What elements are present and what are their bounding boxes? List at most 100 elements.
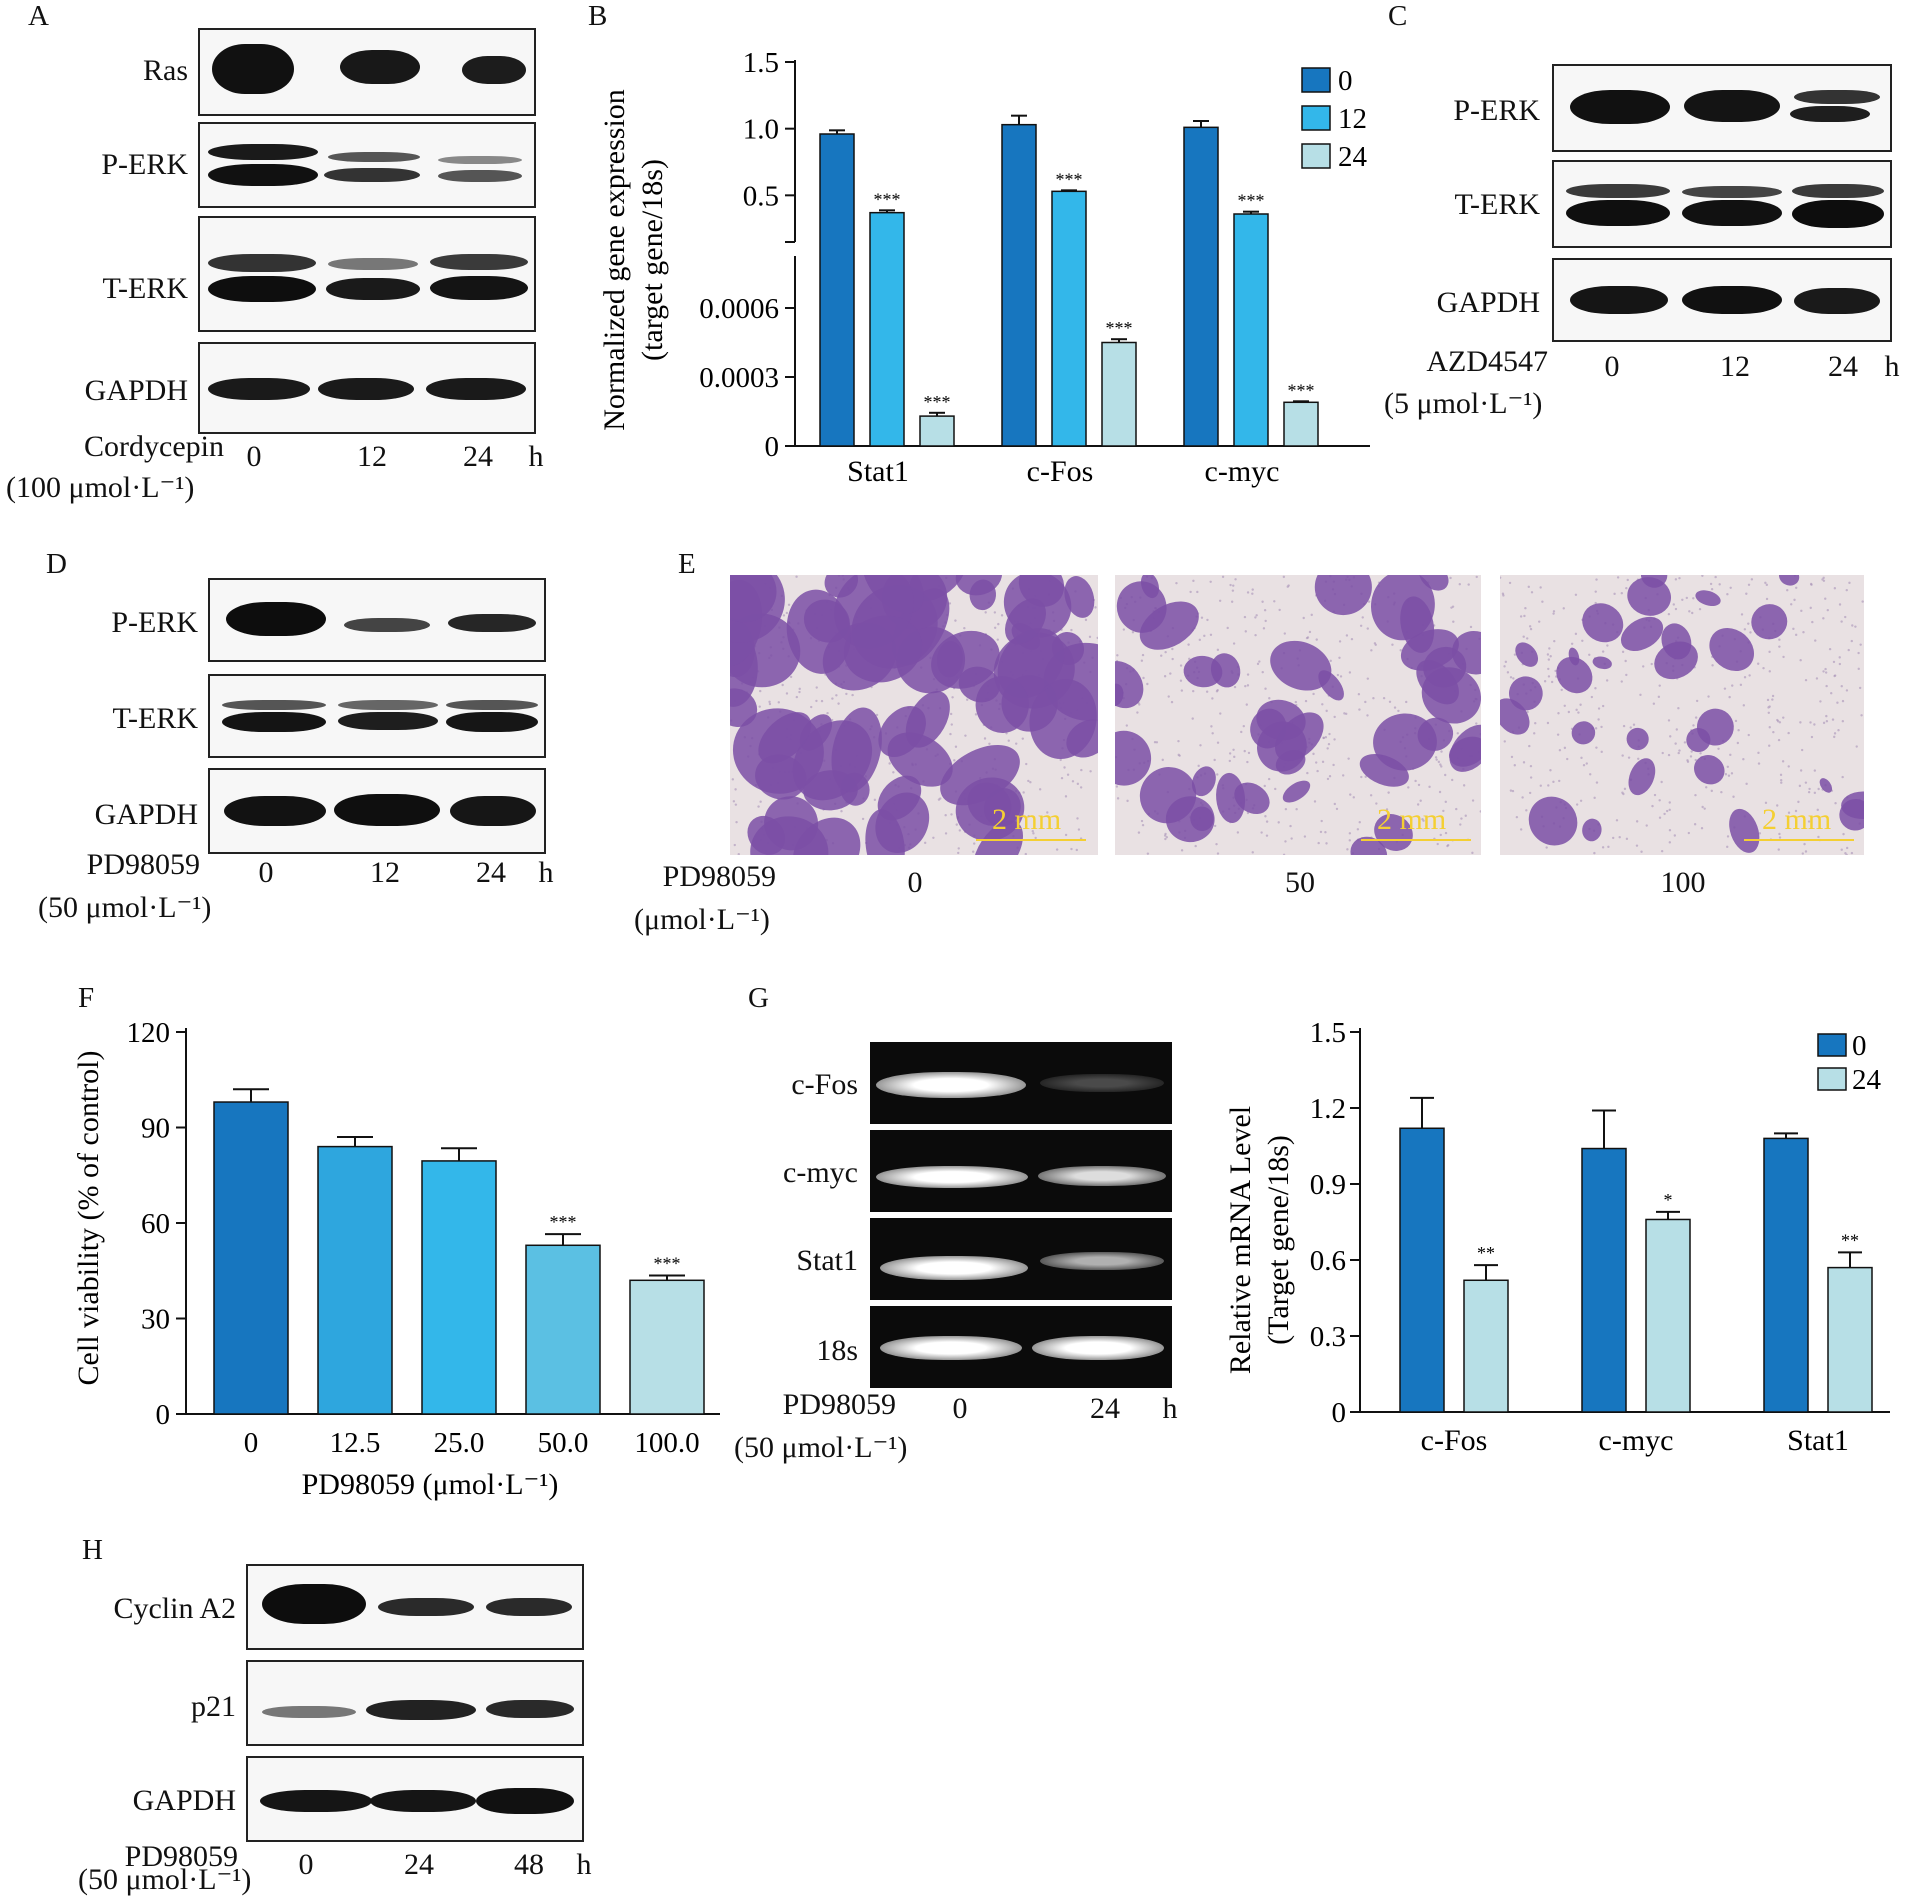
pore-dot <box>1727 774 1731 777</box>
pore-dot <box>1521 796 1524 799</box>
pore-dot <box>1399 649 1402 652</box>
pore-dot <box>1764 801 1768 805</box>
pore-dot <box>1781 760 1785 763</box>
pore-dot <box>1216 852 1220 855</box>
cell-cluster <box>1709 627 1755 672</box>
pore-dot <box>1153 740 1157 744</box>
blot-p21 <box>246 1660 584 1746</box>
pore-dot <box>1782 655 1785 659</box>
pore-dot <box>1369 794 1373 797</box>
pore-dot <box>1824 671 1828 674</box>
pore-dot <box>1475 722 1478 725</box>
pore-dot <box>1677 751 1680 755</box>
pore-dot <box>831 697 834 700</box>
pore-dot <box>1510 755 1514 759</box>
pore-dot <box>1232 748 1235 751</box>
pore-dot <box>1600 750 1603 754</box>
pore-dot <box>734 803 738 806</box>
pore-dot <box>1621 650 1625 654</box>
pore-dot <box>1549 769 1552 772</box>
gel-lane-c-fos <box>870 1042 1172 1124</box>
pore-dot <box>1595 746 1598 749</box>
pore-dot <box>1312 752 1315 756</box>
cell-cluster <box>1819 778 1833 793</box>
pore-dot <box>1747 733 1750 737</box>
pore-dot <box>1739 683 1743 687</box>
pore-dot <box>785 692 789 695</box>
cell-cluster <box>1627 577 1672 616</box>
pore-dot <box>1332 763 1335 767</box>
pore-dot <box>1667 612 1671 616</box>
pore-dot <box>1861 600 1864 603</box>
time-label: 0 <box>258 856 274 889</box>
pore-dot <box>1393 706 1397 709</box>
pore-dot <box>1322 736 1325 740</box>
gel-label-c-fos: c-Fos <box>791 1068 858 1101</box>
bar <box>525 1244 601 1415</box>
pore-dot <box>1750 578 1754 581</box>
cell-cluster <box>1270 640 1332 691</box>
pore-dot <box>1803 842 1806 846</box>
pore-dot <box>810 705 813 709</box>
cell-cluster <box>1571 721 1596 745</box>
pore-dot <box>1084 618 1088 622</box>
legend-label: 24 <box>1338 141 1368 173</box>
pore-dot <box>1728 695 1731 699</box>
pore-dot <box>955 823 958 826</box>
pore-dot <box>973 842 976 845</box>
pore-dot <box>997 622 1000 626</box>
pore-dot <box>1718 583 1721 586</box>
pore-dot <box>1243 749 1246 753</box>
dose-label: (50 μmol·L⁻¹) <box>78 1863 252 1896</box>
pore-dot <box>1338 640 1342 643</box>
pore-dot <box>1601 704 1605 708</box>
pore-dot <box>1813 791 1817 795</box>
pore-dot <box>1693 823 1697 826</box>
pore-dot <box>1594 687 1597 690</box>
micrograph-100: 2 mm <box>1500 575 1864 855</box>
pore-dot <box>787 603 791 607</box>
pore-dot <box>1778 638 1781 641</box>
pore-dot <box>1673 834 1677 837</box>
pore-dot <box>781 683 784 687</box>
pore-dot <box>1808 787 1811 791</box>
pore-dot <box>1529 776 1533 779</box>
pore-dot <box>1622 792 1625 796</box>
pore-dot <box>1339 675 1343 678</box>
pore-dot <box>1500 576 1502 579</box>
pore-dot <box>1523 614 1526 618</box>
pore-dot <box>1663 812 1666 816</box>
pore-dot <box>1672 603 1675 606</box>
pore-dot <box>1530 591 1534 594</box>
bar <box>317 1145 393 1415</box>
pore-dot <box>1264 619 1267 623</box>
pore-dot <box>1758 832 1762 835</box>
pore-dot <box>1726 835 1730 838</box>
pore-dot <box>1136 711 1139 714</box>
pore-dot <box>1366 627 1369 630</box>
time-label: 0 <box>1604 350 1620 383</box>
bar <box>1463 1279 1509 1413</box>
pore-dot <box>875 713 879 717</box>
pore-dot <box>1579 703 1582 706</box>
pore-dot <box>1675 728 1679 731</box>
pore-dot <box>1776 804 1779 807</box>
pore-dot <box>1765 583 1769 587</box>
pore-dot <box>1528 791 1532 795</box>
pore-dot <box>1709 582 1713 586</box>
pore-dot <box>1800 609 1803 613</box>
y-axis-label: Relative mRNA Level <box>1224 1106 1257 1374</box>
blot-gapdh <box>246 1756 584 1842</box>
pore-dot <box>1251 851 1254 854</box>
cell-cluster <box>1216 772 1246 824</box>
pore-dot <box>1407 786 1410 789</box>
pore-dot <box>845 692 848 696</box>
pore-dot <box>1607 845 1610 849</box>
pore-dot <box>1455 807 1458 811</box>
pore-dot <box>759 689 762 693</box>
pore-dot <box>1689 755 1693 758</box>
pore-dot <box>1333 715 1336 719</box>
pore-dot <box>1737 729 1740 732</box>
pore-dot <box>1313 800 1317 803</box>
pore-dot <box>1825 714 1828 718</box>
